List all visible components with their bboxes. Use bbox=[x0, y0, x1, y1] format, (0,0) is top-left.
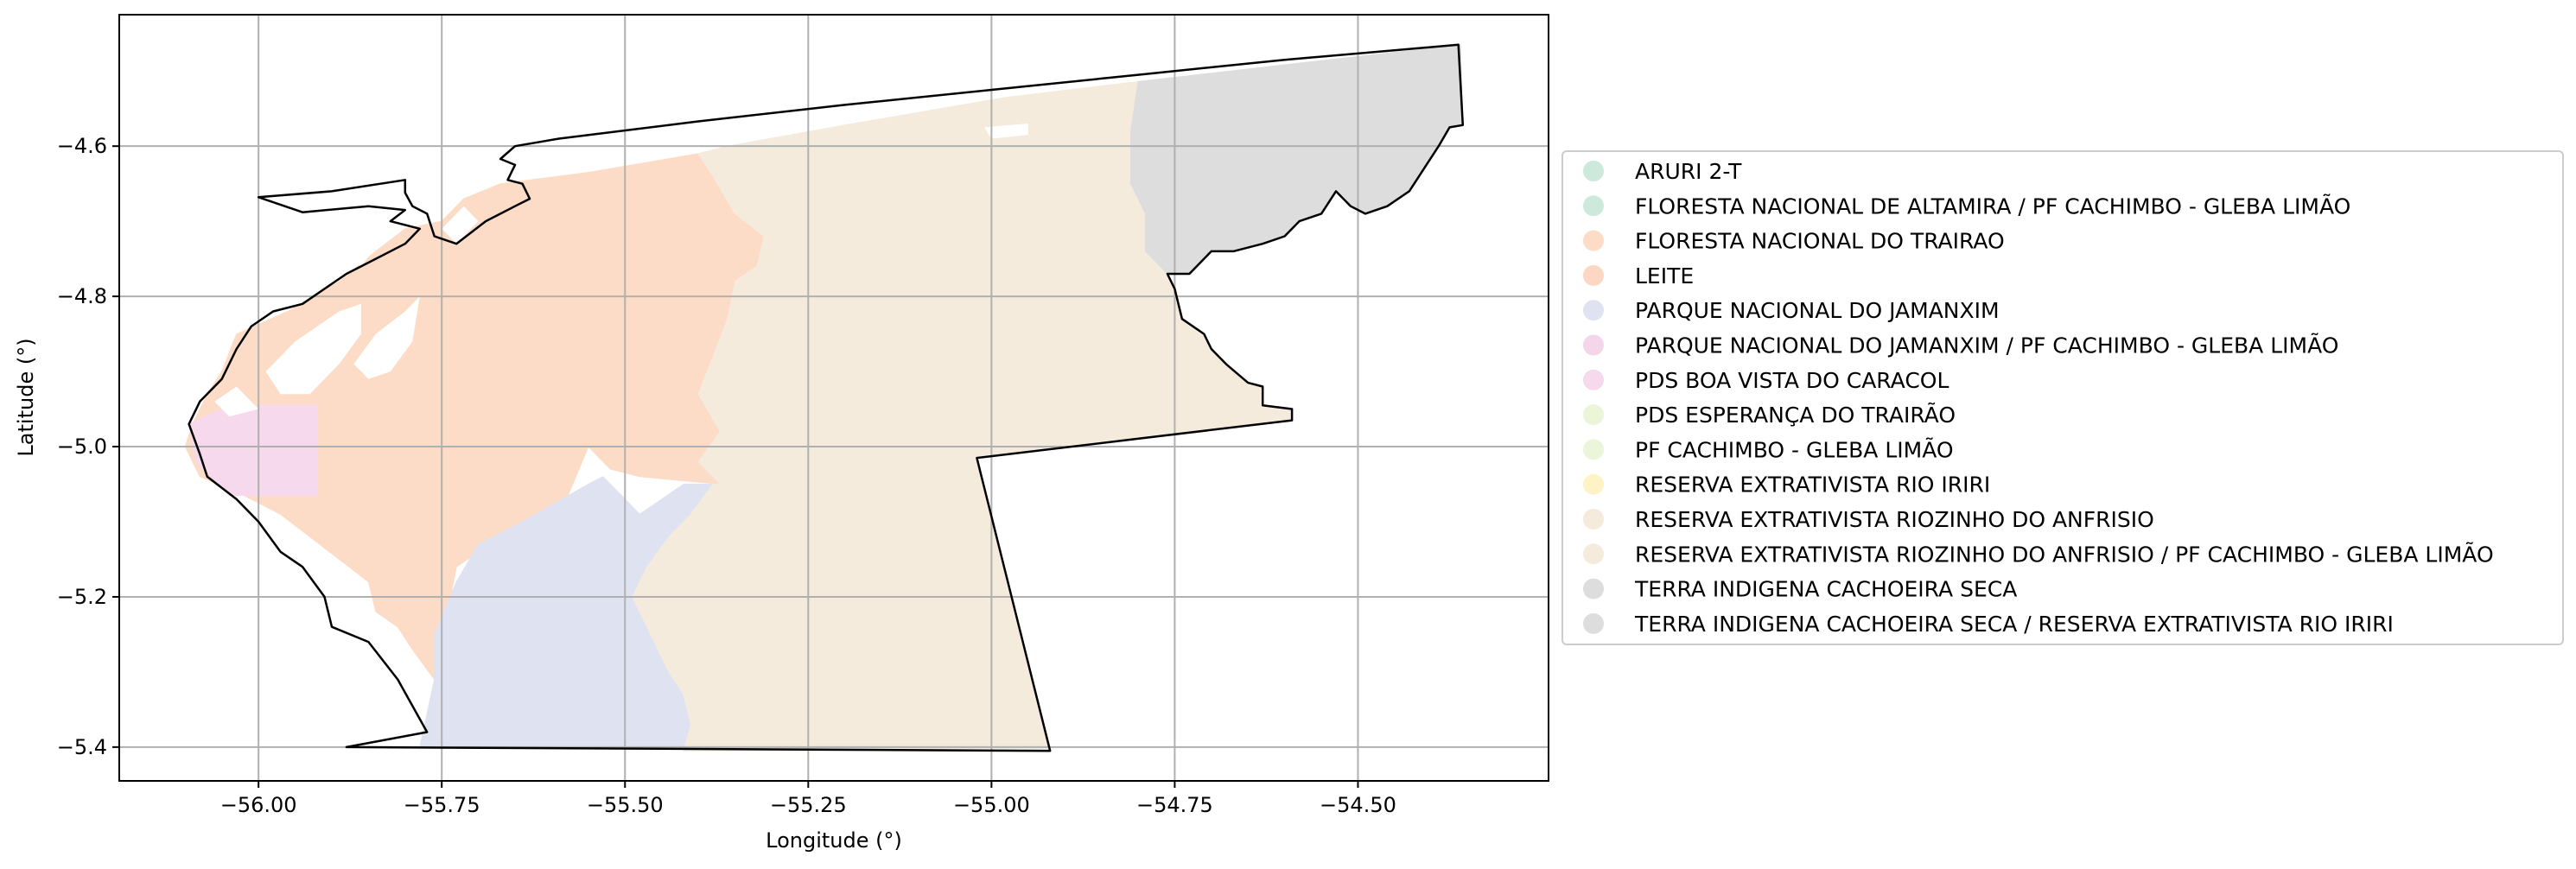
legend-entry: TERRA INDIGENA CACHOEIRA SECA bbox=[1583, 577, 2017, 602]
legend-entry: PARQUE NACIONAL DO JAMANXIM bbox=[1583, 298, 2000, 323]
legend-label: PF CACHIMBO - GLEBA LIMÃO bbox=[1635, 436, 1954, 462]
map-regions bbox=[184, 44, 1464, 752]
x-axis-ticks: −56.00 −55.75 −55.50 −55.25 −55.00 −54.75 −54.… bbox=[220, 781, 1396, 817]
legend-box bbox=[1562, 150, 2564, 645]
legend-marker bbox=[1583, 473, 1604, 495]
legend-label: PARQUE NACIONAL DO JAMANXIM / PF CACHIMB… bbox=[1635, 333, 2338, 358]
grid bbox=[119, 15, 1549, 781]
legend-label: FLORESTA NACIONAL DE ALTAMIRA / PF CACHI… bbox=[1635, 193, 2350, 219]
legend-label: ARURI 2-T bbox=[1635, 159, 1742, 184]
map-gap-1 bbox=[265, 303, 361, 395]
legend-marker bbox=[1583, 612, 1604, 634]
map-gap-2 bbox=[353, 296, 420, 379]
x-tick-label: −55.00 bbox=[953, 793, 1030, 817]
study-area-boundary bbox=[188, 43, 1465, 752]
y-axis-ticks: −4.6 −4.8 −5.0 −5.2 −5.4 bbox=[57, 134, 119, 759]
legend-entry: RESERVA EXTRATIVISTA RIOZINHO DO ANFRISI… bbox=[1583, 507, 2154, 532]
x-tick-label: −55.50 bbox=[587, 793, 664, 817]
legend-label: PDS BOA VISTA DO CARACOL bbox=[1635, 368, 1949, 393]
legend-entry: PDS ESPERANÇA DO TRAIRÃO bbox=[1583, 402, 1956, 428]
y-tick-label: −4.8 bbox=[57, 284, 107, 308]
legend-label: RESERVA EXTRATIVISTA RIOZINHO DO ANFRISI… bbox=[1635, 507, 2154, 532]
legend-entry: TERRA INDIGENA CACHOEIRA SECA / RESERVA … bbox=[1583, 612, 2394, 637]
legend-label: PDS ESPERANÇA DO TRAIRÃO bbox=[1635, 402, 1956, 428]
legend-marker bbox=[1583, 230, 1604, 251]
x-tick-label: −54.50 bbox=[1320, 793, 1396, 817]
legend-entry: ARURI 2-T bbox=[1583, 159, 1742, 184]
map-gap-6 bbox=[983, 124, 1028, 139]
legend-entry: PDS BOA VISTA DO CARACOL bbox=[1583, 368, 1949, 393]
x-tick-label: −55.75 bbox=[404, 793, 480, 817]
map-gap-4 bbox=[332, 221, 384, 267]
legend: ARURI 2-T FLORESTA NACIONAL DE ALTAMIRA /… bbox=[1562, 150, 2564, 645]
plot-frame bbox=[118, 14, 1549, 782]
legend-marker bbox=[1583, 404, 1604, 426]
legend-label: RESERVA EXTRATIVISTA RIO IRIRI bbox=[1635, 473, 1990, 498]
legend-marker bbox=[1583, 578, 1604, 599]
legend-entry: LEITE bbox=[1583, 263, 1694, 289]
legend-marker bbox=[1583, 369, 1604, 390]
legend-entry: PF CACHIMBO - GLEBA LIMÃO bbox=[1583, 436, 1954, 462]
legend-marker bbox=[1583, 264, 1604, 286]
legend-label: TERRA INDIGENA CACHOEIRA SECA bbox=[1634, 577, 2017, 602]
map-gaps bbox=[214, 124, 1028, 417]
legend-marker bbox=[1583, 439, 1604, 460]
legend-marker bbox=[1583, 543, 1604, 565]
map-gap-5 bbox=[442, 206, 479, 244]
x-axis-label: Longitude (°) bbox=[766, 828, 902, 853]
legend-marker bbox=[1583, 509, 1604, 530]
map-gap-3 bbox=[214, 386, 259, 417]
legend-label: FLORESTA NACIONAL DO TRAIRAO bbox=[1635, 229, 2005, 254]
y-tick-label: −5.2 bbox=[57, 585, 107, 609]
x-tick-label: −55.25 bbox=[770, 793, 847, 817]
legend-marker bbox=[1583, 195, 1604, 217]
legend-label: LEITE bbox=[1635, 263, 1694, 289]
y-tick-label: −5.0 bbox=[57, 434, 107, 459]
legend-marker bbox=[1583, 300, 1604, 321]
x-tick-label: −56.00 bbox=[220, 793, 297, 817]
legend-marker bbox=[1583, 334, 1604, 356]
legend-entry: RESERVA EXTRATIVISTA RIOZINHO DO ANFRISI… bbox=[1583, 541, 2494, 567]
y-tick-label: −4.6 bbox=[57, 134, 107, 158]
x-tick-label: −54.75 bbox=[1136, 793, 1213, 817]
legend-label: TERRA INDIGENA CACHOEIRA SECA / RESERVA … bbox=[1634, 612, 2394, 637]
y-axis-label: Latitude (°) bbox=[14, 338, 38, 456]
legend-label: PARQUE NACIONAL DO JAMANXIM bbox=[1635, 298, 2000, 323]
boundary-outline bbox=[188, 43, 1465, 752]
legend-entry: FLORESTA NACIONAL DO TRAIRAO bbox=[1583, 229, 2005, 254]
legend-label: RESERVA EXTRATIVISTA RIOZINHO DO ANFRISI… bbox=[1635, 541, 2494, 567]
legend-entry: FLORESTA NACIONAL DE ALTAMIRA / PF CACHI… bbox=[1583, 193, 2350, 219]
y-tick-label: −5.4 bbox=[57, 735, 107, 759]
legend-entry: PARQUE NACIONAL DO JAMANXIM / PF CACHIMB… bbox=[1583, 333, 2338, 358]
legend-entry: RESERVA EXTRATIVISTA RIO IRIRI bbox=[1583, 473, 1990, 498]
legend-marker bbox=[1583, 161, 1604, 181]
